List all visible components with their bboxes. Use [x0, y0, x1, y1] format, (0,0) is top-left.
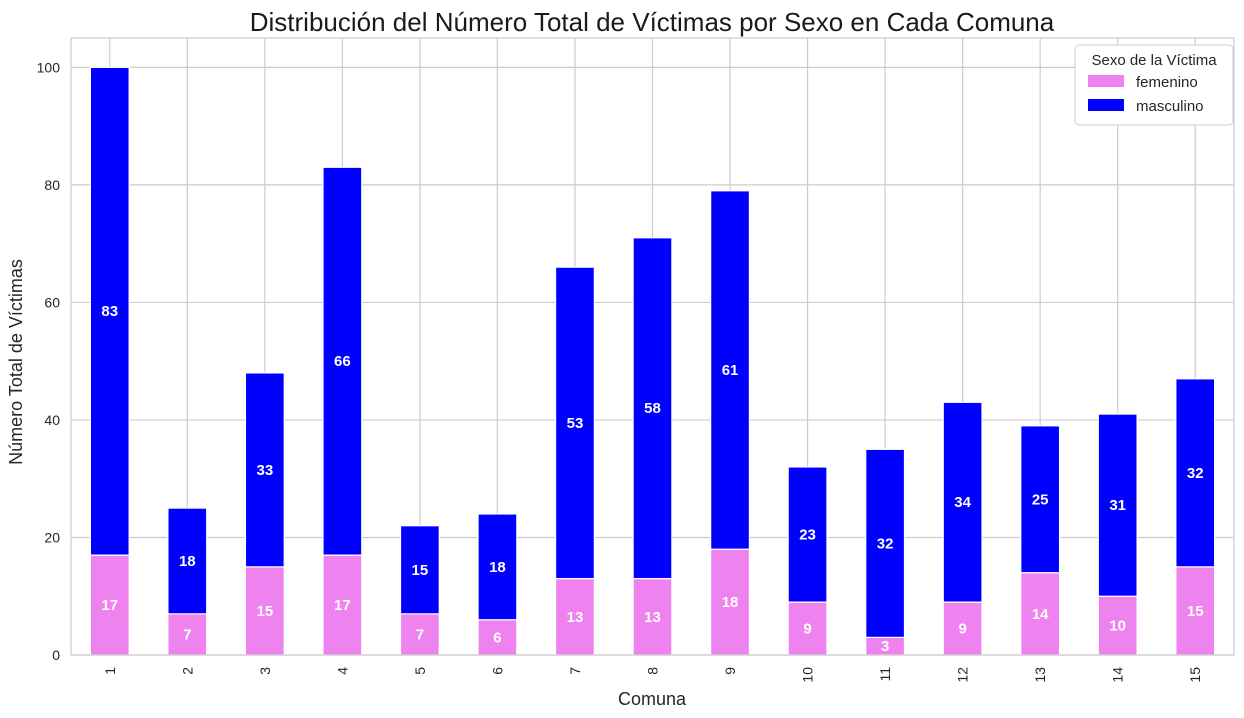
bar-masculino-4 — [322, 166, 363, 556]
y-tick-label: 0 — [52, 647, 60, 663]
bar-masculino-13 — [1020, 425, 1061, 574]
data-label-femenino-13: 14 — [1032, 606, 1049, 623]
legend: Sexo de la Víctima femenino masculino — [1074, 44, 1234, 126]
bar-masculino-1 — [89, 66, 130, 556]
y-tick-label: 60 — [44, 294, 60, 310]
bar-masculino-7 — [554, 266, 595, 580]
x-tick-label: 8 — [645, 667, 661, 675]
bar-masculino-9 — [710, 190, 751, 550]
y-tick-label: 100 — [37, 59, 61, 75]
x-tick-label: 10 — [800, 667, 816, 683]
data-label-femenino-3: 15 — [256, 603, 273, 620]
x-tick-label: 1 — [102, 667, 118, 675]
data-label-masculino-7: 53 — [567, 415, 584, 432]
data-label-femenino-11: 3 — [881, 638, 889, 655]
data-label-femenino-8: 13 — [644, 609, 661, 626]
bar-masculino-8 — [632, 237, 673, 580]
bars — [89, 66, 1216, 656]
bar-masculino-3 — [244, 372, 285, 568]
bar-masculino-15 — [1175, 378, 1216, 568]
data-label-femenino-4: 17 — [334, 597, 351, 614]
data-label-masculino-12: 34 — [954, 494, 971, 511]
y-tick-label: 20 — [44, 529, 60, 545]
x-tick-label: 11 — [877, 667, 893, 682]
x-tick-label: 4 — [334, 667, 350, 675]
data-label-femenino-7: 13 — [567, 609, 584, 626]
data-label-masculino-15: 32 — [1187, 465, 1204, 482]
legend-label-femenino: femenino — [1136, 74, 1198, 91]
data-label-femenino-6: 6 — [493, 629, 501, 646]
x-tick-label: 14 — [1110, 667, 1126, 683]
bar-masculino-10 — [787, 466, 828, 603]
data-label-femenino-5: 7 — [416, 626, 424, 643]
legend-title: Sexo de la Víctima — [1091, 52, 1217, 69]
data-label-femenino-9: 18 — [722, 594, 739, 611]
x-tick-label: 6 — [489, 667, 505, 675]
y-axis-label: Número Total de Víctimas — [6, 259, 26, 465]
data-label-masculino-6: 18 — [489, 559, 506, 576]
legend-swatch-masculino — [1088, 99, 1124, 111]
x-tick-label: 7 — [567, 667, 583, 675]
data-label-masculino-2: 18 — [179, 553, 196, 570]
x-tick-label: 9 — [722, 667, 738, 675]
x-tick-label: 13 — [1032, 667, 1048, 683]
bar-femenino-8 — [632, 578, 673, 656]
bar-femenino-13 — [1020, 572, 1061, 656]
bar-masculino-2 — [167, 507, 208, 615]
bar-masculino-5 — [399, 525, 440, 615]
x-tick-label: 3 — [257, 667, 273, 675]
bar-labels: 17 83 7 18 15 33 17 66 7 15 6 18 13 53 13 58 18 61 9 23 3 32 9… — [101, 303, 1203, 655]
data-label-masculino-5: 15 — [412, 562, 429, 579]
data-label-femenino-15: 15 — [1187, 603, 1204, 620]
data-label-masculino-11: 32 — [877, 535, 894, 552]
bar-femenino-3 — [244, 566, 285, 656]
data-label-femenino-2: 7 — [183, 626, 191, 643]
data-label-masculino-9: 61 — [722, 362, 739, 379]
data-label-masculino-14: 31 — [1109, 497, 1126, 514]
data-label-masculino-8: 58 — [644, 400, 661, 417]
bar-masculino-11 — [865, 448, 906, 638]
data-label-femenino-1: 17 — [101, 597, 118, 614]
data-label-masculino-10: 23 — [799, 527, 816, 544]
data-label-femenino-12: 9 — [958, 621, 966, 638]
data-label-masculino-4: 66 — [334, 353, 351, 370]
x-tick-label: 12 — [955, 667, 971, 683]
x-axis-label: Comuna — [618, 689, 687, 709]
legend-swatch-femenino — [1088, 75, 1124, 87]
x-tick-label: 5 — [412, 667, 428, 675]
bar-masculino-14 — [1097, 413, 1138, 597]
legend-label-masculino: masculino — [1136, 98, 1204, 115]
bar-masculino-12 — [942, 401, 983, 603]
x-tick-label: 2 — [179, 667, 195, 675]
y-tick-label: 80 — [44, 177, 60, 193]
bar-femenino-4 — [322, 554, 363, 656]
chart-title: Distribución del Número Total de Víctima… — [250, 7, 1055, 37]
y-tick-labels: 0 20 40 60 80 100 — [37, 59, 61, 663]
bar-femenino-14 — [1097, 595, 1138, 656]
plot-frame — [70, 37, 1235, 656]
data-label-femenino-10: 9 — [803, 621, 811, 638]
data-label-masculino-13: 25 — [1032, 491, 1049, 508]
bar-masculino-6 — [477, 513, 518, 621]
data-label-masculino-1: 83 — [101, 303, 118, 320]
x-tick-labels: 1 2 3 4 5 6 7 8 9 10 11 12 13 14 15 — [102, 667, 1203, 683]
data-label-masculino-3: 33 — [256, 462, 273, 479]
y-tick-label: 40 — [44, 412, 60, 428]
bar-femenino-9 — [710, 548, 751, 656]
data-label-femenino-14: 10 — [1109, 618, 1126, 635]
x-tick-label: 15 — [1187, 667, 1203, 683]
